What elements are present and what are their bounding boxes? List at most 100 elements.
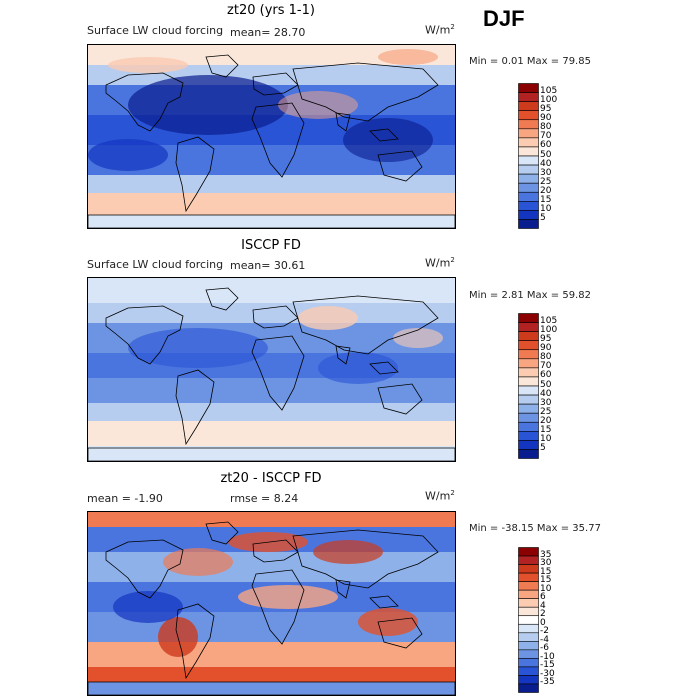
coastline [175,136,215,213]
colorbar-tick-label: -4 [540,634,549,645]
coastline [292,529,439,589]
colorbar-swatch [518,649,539,659]
colorbar-tick-label: 35 [540,549,552,560]
colorbar-tick-label: 20 [540,185,552,196]
coastline [369,128,399,142]
panel2-map [87,277,456,462]
coastline [105,305,184,365]
colorbar-swatch [518,440,539,450]
coastline [251,102,305,178]
colorbar-tick-label: 100 [540,325,558,336]
colorbar-tick-label: -30 [540,668,555,679]
colorbar-tick-label: 30 [540,167,552,178]
field-band [88,552,455,582]
colorbar-swatch [518,623,539,634]
panel1-colorbar: 105 100 95 90 80 70 60 50 40 30 25 20 15 10 5 [518,83,578,229]
coastline [377,383,423,415]
colorbar-swatch [518,555,539,565]
colorbar-swatch [518,598,539,608]
coastline [88,681,455,695]
coastline [205,521,239,545]
colorbar-swatch [518,403,539,414]
colorbar-tick-label: 0 [540,617,546,628]
coastline [335,345,351,365]
colorbar-tick-label: -15 [540,660,555,671]
colorbar-tick-label: 100 [540,95,558,106]
colorbar-swatch [518,358,539,369]
panel1-mean: mean= 28.70 [230,26,306,39]
colorbar-tick-label: 15 [540,424,552,435]
field-band [88,215,455,228]
field-blob [108,57,188,73]
colorbar-tick-label: -6 [540,643,549,654]
panel3-title: zt20 - ISCCP FD [220,471,322,486]
colorbar-swatches [518,547,539,693]
colorbar-tick-label: 80 [540,352,552,363]
colorbar-tick-label: 20 [540,415,552,426]
colorbar-tick-label: 50 [540,379,552,390]
colorbar-swatch [518,606,539,617]
coastline [335,112,351,132]
panel2-min-max: Min = 2.81 Max = 59.82 [469,290,591,301]
panel1-left-label: Surface LW cloud forcing [87,24,224,37]
colorbar-swatch [518,340,539,351]
field-blob [313,540,383,564]
colorbar-swatch [518,191,539,202]
colorbar-swatch [518,322,539,332]
colorbar-swatch [518,137,539,148]
colorbar-swatch [518,376,539,387]
panel2-colorbar: 105 100 95 90 80 70 60 50 40 30 25 20 15 10 5 [518,313,578,459]
colorbar-tick-label: 15 [540,566,552,577]
colorbar-swatch [518,146,539,157]
field-blob [298,306,358,330]
colorbar-tick-label: 5 [540,212,546,223]
panel1-map [87,44,456,229]
field-band [88,512,455,527]
colorbar-tick-label: 15 [540,194,552,205]
coastline [205,287,239,311]
field-band [88,45,455,65]
colorbar-tick-label: 30 [540,397,552,408]
field-blob [88,139,168,171]
map-field [88,512,455,695]
season-label: DJF [483,6,525,31]
colorbar-tick-label: 90 [540,343,552,354]
colorbar-tick-label: 4 [540,600,546,611]
colorbar-swatch [518,349,539,360]
colorbar-swatch [518,547,539,557]
field-band [88,682,455,695]
colorbar-swatch [518,367,539,378]
panel1-min-max: Min = 0.01 Max = 79.85 [469,56,591,67]
colorbar-swatch [518,421,539,432]
colorbar-swatch [518,119,539,130]
colorbar-swatch [518,449,539,459]
field-blob [318,352,398,384]
colorbar-tick-label: 40 [540,158,552,169]
field-blob [378,49,438,65]
coastline [175,369,215,446]
field-blob [113,591,183,623]
field-band [88,642,455,667]
coastline [252,72,299,96]
coastline [369,595,399,609]
coastline [292,62,439,122]
panel1-units: W/m2 [425,23,455,37]
field-band [88,667,455,682]
panel1-title: zt20 (yrs 1-1) [227,3,315,18]
colorbar-swatch [518,572,539,582]
colorbar-tick-label: 90 [540,113,552,124]
coastline [175,603,215,680]
colorbar-tick-label: 40 [540,388,552,399]
panel2-left-label: Surface LW cloud forcing [87,258,224,271]
colorbar-swatch [518,110,539,121]
colorbar-swatch [518,313,539,323]
colorbar-swatch [518,615,539,625]
field-band [88,421,455,446]
colorbar-swatch [518,173,539,184]
colorbar-swatch [518,683,539,693]
panel3-mean: mean = -1.90 [87,492,163,505]
coastline [377,150,423,182]
colorbar-tick-label: 105 [540,316,558,327]
colorbar-swatch [518,666,539,676]
field-band [88,446,455,461]
